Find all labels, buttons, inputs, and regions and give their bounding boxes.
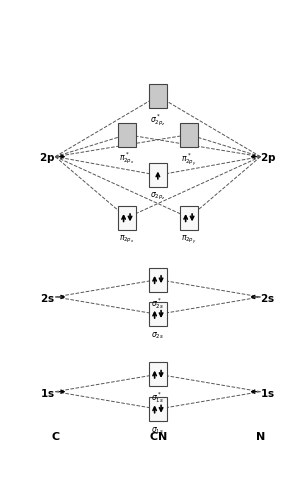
Text: $\pi_{2p_x}$: $\pi_{2p_x}$ — [119, 233, 135, 244]
Text: $\mathbf{2s}$: $\mathbf{2s}$ — [261, 292, 275, 304]
Text: $\sigma^*_{1s}$: $\sigma^*_{1s}$ — [152, 390, 164, 404]
FancyBboxPatch shape — [149, 268, 167, 292]
Text: $\sigma_{2s}$: $\sigma_{2s}$ — [152, 330, 164, 340]
Text: $\mathbf{1s}$: $\mathbf{1s}$ — [261, 386, 275, 398]
Text: $\mathbf{2s}$: $\mathbf{2s}$ — [40, 292, 55, 304]
Text: $\sigma^*_{2s}$: $\sigma^*_{2s}$ — [152, 295, 164, 310]
Text: $\sigma_{2p_z}$: $\sigma_{2p_z}$ — [150, 191, 166, 202]
Text: $\sigma_{1s}$: $\sigma_{1s}$ — [152, 424, 164, 435]
FancyBboxPatch shape — [180, 206, 198, 230]
FancyBboxPatch shape — [149, 397, 167, 421]
FancyBboxPatch shape — [149, 85, 167, 109]
Text: $\pi_{2p_y}$: $\pi_{2p_y}$ — [181, 233, 197, 246]
FancyBboxPatch shape — [149, 164, 167, 188]
Text: $\mathbf{1s}$: $\mathbf{1s}$ — [40, 386, 55, 398]
Text: $\mathbf{2p}$: $\mathbf{2p}$ — [39, 150, 55, 164]
Text: $\mathbf{C}$: $\mathbf{C}$ — [51, 429, 60, 441]
Text: $\sigma^*_{2p_z}$: $\sigma^*_{2p_z}$ — [150, 112, 166, 127]
FancyBboxPatch shape — [118, 206, 136, 230]
Text: $\pi^*_{2p_x}$: $\pi^*_{2p_x}$ — [119, 150, 135, 166]
FancyBboxPatch shape — [149, 303, 167, 327]
FancyBboxPatch shape — [180, 123, 198, 147]
Text: $\mathbf{CN}$: $\mathbf{CN}$ — [149, 429, 167, 441]
FancyBboxPatch shape — [149, 363, 167, 386]
Text: $\pi^*_{2p_y}$: $\pi^*_{2p_y}$ — [181, 150, 197, 167]
Text: $\mathbf{2p}$: $\mathbf{2p}$ — [261, 150, 277, 164]
Text: $\mathbf{N}$: $\mathbf{N}$ — [255, 429, 265, 441]
FancyBboxPatch shape — [118, 123, 136, 147]
